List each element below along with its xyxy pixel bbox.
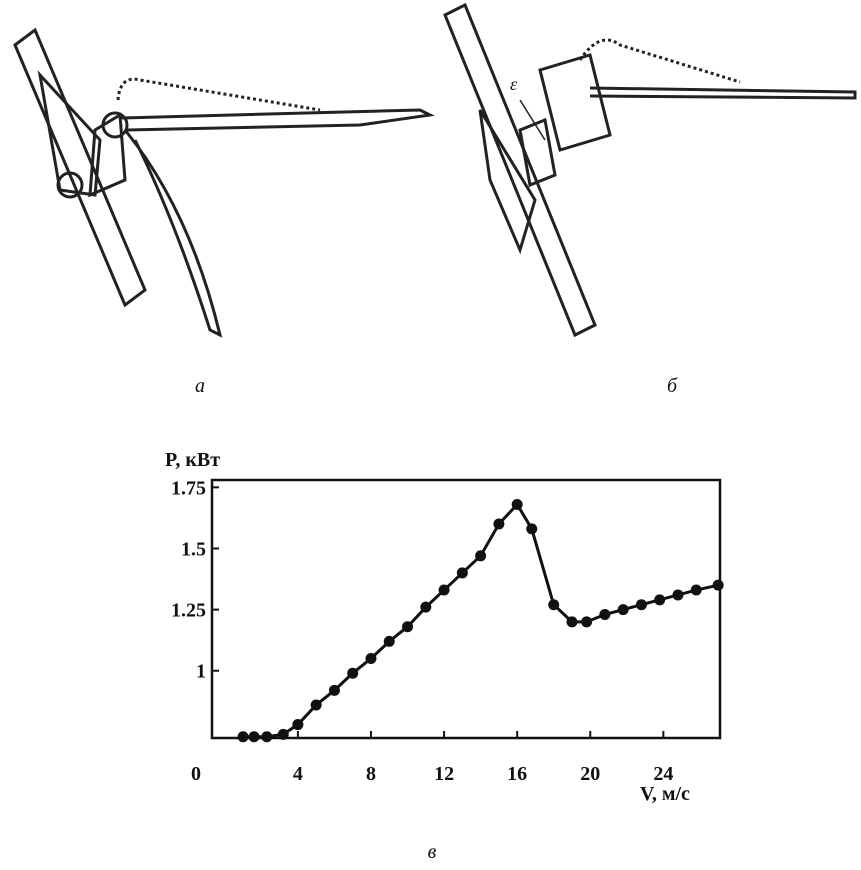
x-tick-label: 8 bbox=[366, 763, 376, 785]
panel-label: б bbox=[667, 375, 678, 397]
data-point bbox=[581, 616, 593, 628]
epsilon-mark: ε bbox=[510, 74, 518, 94]
data-point bbox=[347, 667, 359, 679]
y-tick-label: 1.75 bbox=[171, 477, 206, 499]
data-point bbox=[654, 594, 666, 606]
corner-label: 0 bbox=[191, 763, 201, 785]
data-point bbox=[420, 601, 432, 613]
data-line bbox=[243, 501, 719, 739]
x-axis-label: V, м/с bbox=[640, 783, 690, 805]
x-tick-label: 16 bbox=[507, 763, 527, 785]
data-point bbox=[328, 684, 340, 696]
data-point bbox=[456, 567, 468, 579]
data-point bbox=[548, 599, 560, 611]
y-axis-label: P, кВт bbox=[165, 449, 220, 471]
data-point bbox=[402, 621, 414, 633]
panel-label: в bbox=[428, 841, 437, 863]
mechanism-b: ε bbox=[443, 2, 857, 338]
y-tick-label: 1.5 bbox=[181, 538, 206, 560]
data-point bbox=[526, 523, 538, 535]
data-point bbox=[438, 584, 450, 596]
data-point bbox=[712, 579, 724, 591]
data-point bbox=[511, 498, 523, 510]
mechanism-a bbox=[13, 27, 435, 338]
y-tick-label: 1.25 bbox=[171, 600, 206, 622]
data-point bbox=[635, 599, 647, 611]
data-point bbox=[617, 604, 629, 616]
data-point bbox=[277, 728, 289, 740]
panel-label: а bbox=[195, 375, 205, 397]
data-point bbox=[248, 731, 260, 743]
data-point bbox=[566, 616, 578, 628]
data-point bbox=[310, 699, 322, 711]
data-point bbox=[261, 731, 273, 743]
x-tick-label: 24 bbox=[653, 763, 673, 785]
data-point bbox=[493, 518, 505, 530]
data-point bbox=[475, 550, 487, 562]
data-point bbox=[383, 635, 395, 647]
y-tick-label: 1 bbox=[196, 661, 206, 683]
data-point bbox=[690, 584, 702, 596]
x-tick-label: 20 bbox=[580, 763, 600, 785]
data-point bbox=[672, 589, 684, 601]
x-tick-label: 4 bbox=[293, 763, 303, 785]
data-point bbox=[237, 731, 249, 743]
data-point bbox=[292, 719, 304, 731]
data-point bbox=[365, 653, 377, 665]
data-point bbox=[599, 609, 611, 621]
x-tick-label: 12 bbox=[434, 763, 454, 785]
